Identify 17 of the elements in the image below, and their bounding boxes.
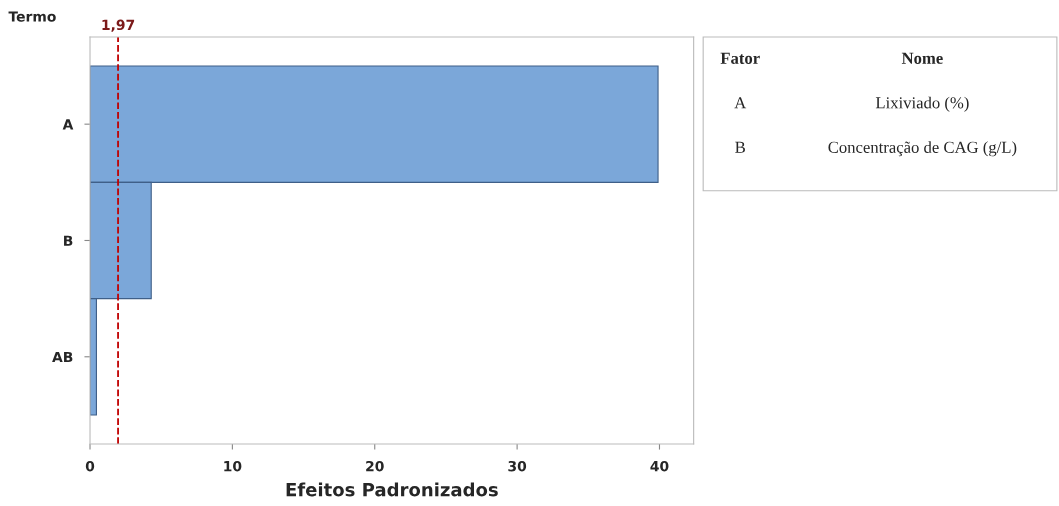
x-tick-label: 20 <box>366 460 384 472</box>
text: Nome <box>901 52 943 64</box>
text: B <box>735 141 745 153</box>
text: A <box>734 97 747 109</box>
y-tick-label: B <box>64 235 73 246</box>
y-tick-label: A <box>62 119 74 130</box>
x-tick-label: 0 <box>85 460 95 472</box>
ref-line-label: 1,97 <box>102 19 135 32</box>
x-tick-label: 10 <box>224 460 242 472</box>
text: Lixiviado (%) <box>875 96 969 112</box>
x-tick-label: 40 <box>650 460 669 472</box>
y-tick-label: AB <box>52 351 73 363</box>
text: Fator <box>720 52 760 64</box>
x-tick-label: 30 <box>508 460 527 472</box>
y-axis-title: Termo <box>8 11 56 22</box>
text: Concentração de CAG (g/L) <box>828 141 1017 157</box>
x-axis-title: Efeitos Padronizados <box>286 482 498 497</box>
